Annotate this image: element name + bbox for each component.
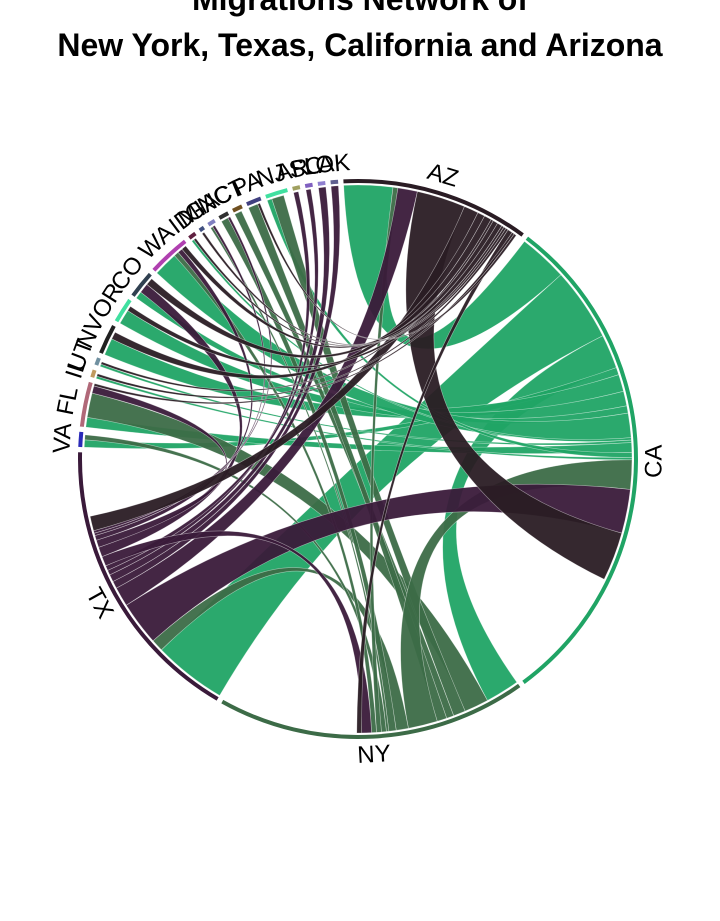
sector-track-wa [152,239,187,272]
sector-label-ok: OK [314,149,351,179]
sector-track-fl [79,381,93,427]
sector-track-ok [330,179,339,185]
sector-track-ny [221,683,521,739]
sector-track-ca [522,236,638,684]
sector-label-va: VA [48,422,77,454]
sector-track-az [343,179,524,237]
chart-title-line-1: Migrations Network of [0,0,720,18]
sector-track-ga [207,219,216,227]
sector-label-ny: NY [357,740,392,769]
flow-ribbon-tx-az [115,187,418,606]
sector-track-sc [304,182,313,189]
sector-track-id [188,231,197,240]
sector-track-mi [198,225,206,233]
flow-ribbon-ca-ut [99,363,632,446]
sector-track-co [131,272,152,297]
flow-ribbon-az-il [96,227,509,399]
sector-track-ct [232,204,243,213]
flow-ribbon-az-pa [257,202,517,341]
sector-label-az: AZ [424,158,461,193]
flow-ribbon-ny-va [84,434,387,733]
sector-track-pa [246,196,262,207]
sector-track-nc [218,211,230,220]
ribbon-layer [83,184,633,734]
sector-track-ar [292,185,301,191]
sector-track-tx [78,452,219,701]
flow-ribbon-az-ny [356,229,513,734]
sector-track-nj [265,188,288,199]
flow-ribbon-ca-id [191,239,632,442]
flow-ribbon-ny-ca [400,459,633,729]
sector-track-va [78,431,84,448]
chart-title-line-2: New York, Texas, California and Arizona [57,27,663,63]
flow-ribbon-ca-il [95,375,633,461]
sector-track-or [114,298,132,323]
sector-track-nv [99,324,116,354]
sector-label-sc: SC [287,151,325,183]
flow-ribbon-tx-ny [101,530,372,734]
sector-track-la [317,180,326,186]
sector-label-ca: CA [640,444,667,478]
sector-track-layer [78,179,638,739]
sector-label-fl: FL [52,384,84,417]
sector-track-il [90,369,97,378]
flow-ribbon-tx-ca [125,483,631,642]
sector-track-ut [94,357,101,366]
sector-label-la: LA [303,150,336,181]
